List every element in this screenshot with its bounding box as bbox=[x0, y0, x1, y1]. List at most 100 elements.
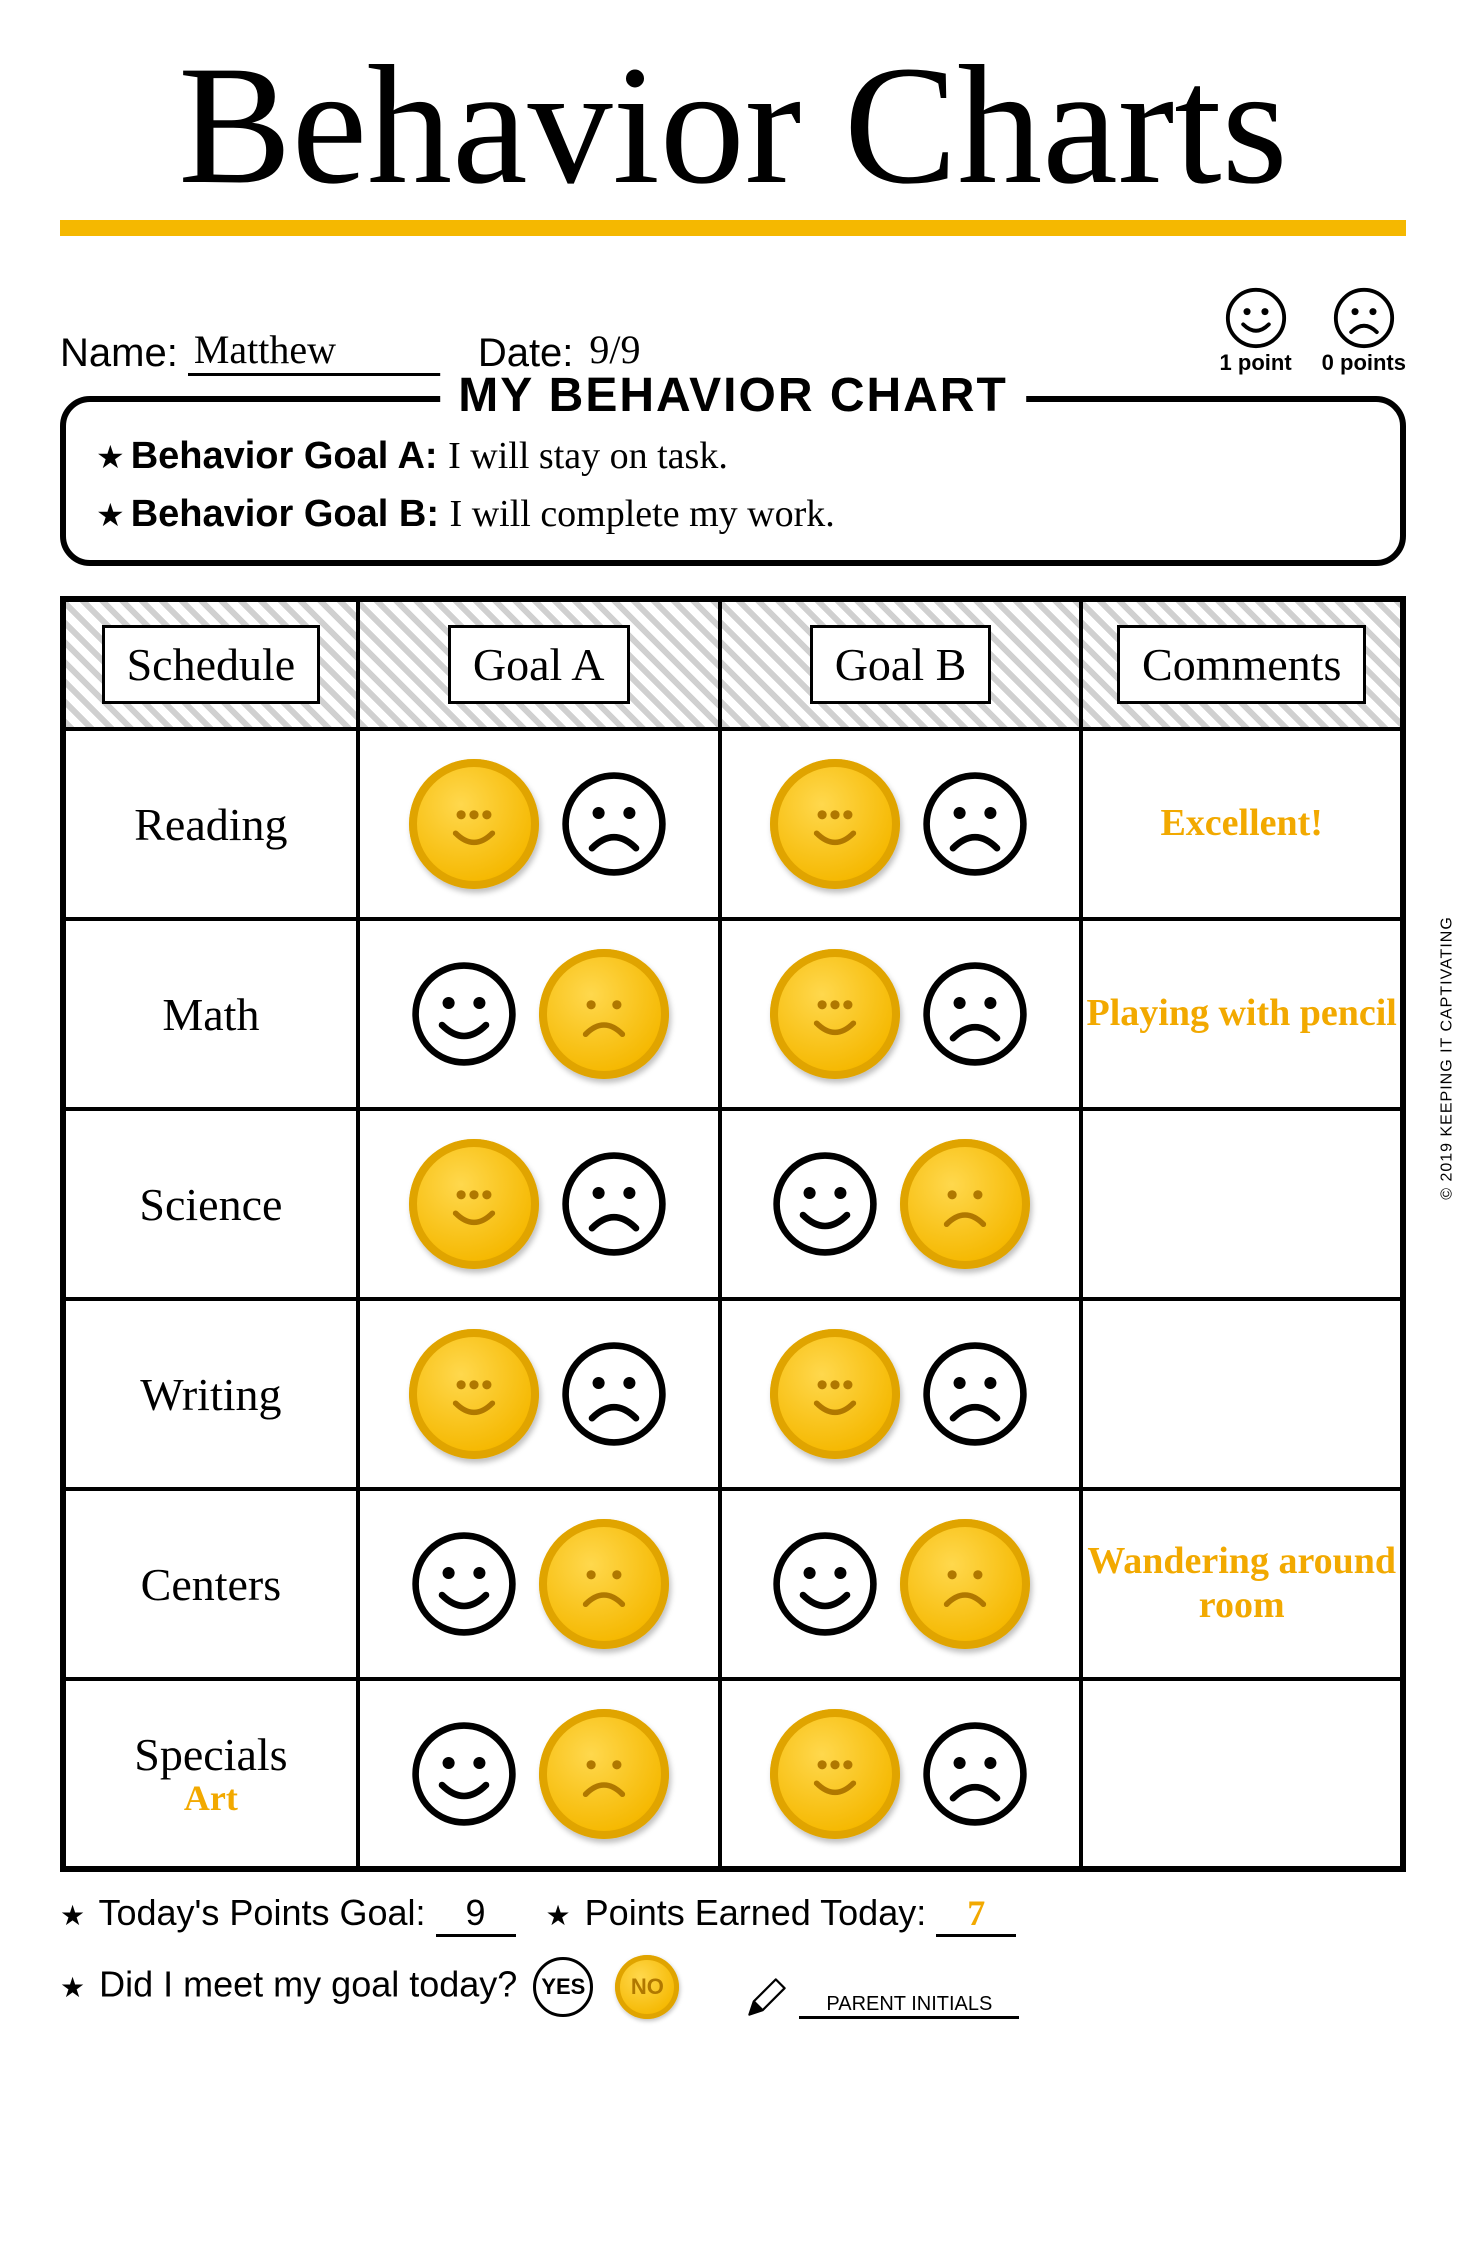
name-field: Name: Matthew bbox=[60, 326, 448, 376]
sad-face-icon[interactable] bbox=[920, 1719, 1030, 1829]
goal-a-label: Behavior Goal A: bbox=[131, 435, 438, 477]
yes-badge[interactable]: YES bbox=[533, 1957, 593, 2017]
sad-face-icon[interactable] bbox=[559, 769, 669, 879]
goal-b-cell bbox=[720, 1679, 1082, 1869]
sad-face-icon[interactable] bbox=[920, 1339, 1030, 1449]
happy-face-coin[interactable] bbox=[409, 1329, 539, 1459]
subject-cell: Writing bbox=[63, 1299, 358, 1489]
happy-face-icon[interactable] bbox=[409, 1529, 519, 1639]
comment-cell: Wandering around room bbox=[1081, 1489, 1403, 1679]
footer: ★ Today's Points Goal: 9 ★ Points Earned… bbox=[60, 1892, 1406, 2019]
comment-cell bbox=[1081, 1679, 1403, 1869]
table-row: Centers Wandering around room bbox=[63, 1489, 1403, 1679]
happy-face-coin[interactable] bbox=[770, 1329, 900, 1459]
happy-face-coin[interactable] bbox=[409, 1139, 539, 1269]
sad-face-icon[interactable] bbox=[559, 1339, 669, 1449]
subject-cell: Science bbox=[63, 1109, 358, 1299]
title-underline bbox=[60, 220, 1406, 236]
star-icon: ★ bbox=[96, 439, 125, 475]
sad-face-coin[interactable] bbox=[539, 949, 669, 1079]
name-label: Name: bbox=[60, 331, 178, 376]
subject-note: Art bbox=[66, 1777, 356, 1819]
table-row: Reading Excellent! bbox=[63, 729, 1403, 919]
legend-sad: 0 points bbox=[1322, 286, 1406, 376]
legend: 1 point 0 points bbox=[1220, 286, 1406, 376]
col-schedule: Schedule bbox=[63, 599, 358, 729]
happy-face-icon bbox=[1224, 286, 1288, 350]
points-goal-label: Today's Points Goal: bbox=[98, 1892, 425, 1933]
happy-face-icon[interactable] bbox=[770, 1149, 880, 1259]
comment-cell bbox=[1081, 1109, 1403, 1299]
goal-a-cell bbox=[358, 1489, 720, 1679]
goals-box: MY BEHAVIOR CHART ★Behavior Goal A: I wi… bbox=[60, 396, 1406, 566]
col-comments: Comments bbox=[1081, 599, 1403, 729]
happy-face-coin[interactable] bbox=[770, 759, 900, 889]
parent-initials-label[interactable]: PARENT INITIALS bbox=[799, 1965, 1019, 2019]
happy-face-icon[interactable] bbox=[409, 959, 519, 1069]
sad-face-icon[interactable] bbox=[559, 1149, 669, 1259]
subject-cell: Centers bbox=[63, 1489, 358, 1679]
goal-b-text: I will complete my work. bbox=[450, 493, 835, 535]
sad-face-icon[interactable] bbox=[920, 769, 1030, 879]
page-title: Behavior Charts bbox=[60, 40, 1406, 210]
goal-a-cell bbox=[358, 729, 720, 919]
comment-cell: Playing with pencil bbox=[1081, 919, 1403, 1109]
goal-b-cell bbox=[720, 1299, 1082, 1489]
subject-cell: Reading bbox=[63, 729, 358, 919]
col-comments-label: Comments bbox=[1117, 625, 1366, 704]
star-icon: ★ bbox=[60, 1900, 85, 1931]
goal-a-cell bbox=[358, 1109, 720, 1299]
happy-face-coin[interactable] bbox=[770, 1709, 900, 1839]
col-goal-a-label: Goal A bbox=[448, 625, 630, 704]
comment-cell: Excellent! bbox=[1081, 729, 1403, 919]
no-label: NO bbox=[631, 1974, 664, 2000]
star-icon: ★ bbox=[96, 497, 125, 533]
legend-happy-label: 1 point bbox=[1220, 350, 1292, 376]
subject-cell: Math bbox=[63, 919, 358, 1109]
goal-b-line: ★Behavior Goal B: I will complete my wor… bbox=[96, 492, 1370, 536]
sad-face-icon[interactable] bbox=[920, 959, 1030, 1069]
sad-face-coin[interactable] bbox=[900, 1519, 1030, 1649]
goal-b-label: Behavior Goal B: bbox=[131, 493, 439, 535]
goal-a-cell bbox=[358, 919, 720, 1109]
table-row: SpecialsArt bbox=[63, 1679, 1403, 1869]
page: Behavior Charts Name: Matthew Date: 9/9 … bbox=[0, 0, 1466, 2097]
subject-cell: SpecialsArt bbox=[63, 1679, 358, 1869]
meet-goal-label: Did I meet my goal today? bbox=[99, 1964, 517, 2005]
goal-a-cell bbox=[358, 1299, 720, 1489]
col-goal-a: Goal A bbox=[358, 599, 720, 729]
happy-face-coin[interactable] bbox=[770, 949, 900, 1079]
goal-b-cell bbox=[720, 729, 1082, 919]
goal-a-text: I will stay on task. bbox=[448, 435, 728, 477]
table-row: Science bbox=[63, 1109, 1403, 1299]
legend-sad-label: 0 points bbox=[1322, 350, 1406, 376]
sad-face-coin[interactable] bbox=[900, 1139, 1030, 1269]
table-header-row: Schedule Goal A Goal B Comments bbox=[63, 599, 1403, 729]
points-earned-field: ★ Points Earned Today: 7 bbox=[546, 1892, 1017, 1937]
legend-happy: 1 point bbox=[1220, 286, 1292, 376]
table-row: Writing bbox=[63, 1299, 1403, 1489]
happy-face-coin[interactable] bbox=[409, 759, 539, 889]
behavior-table: Schedule Goal A Goal B Comments Reading … bbox=[60, 596, 1406, 1872]
col-schedule-label: Schedule bbox=[102, 625, 321, 704]
copyright: © 2019 KEEPING IT CAPTIVATING bbox=[1439, 916, 1457, 1200]
points-earned-value[interactable]: 7 bbox=[936, 1892, 1016, 1937]
no-badge[interactable]: NO bbox=[615, 1955, 679, 2019]
points-goal-field: ★ Today's Points Goal: 9 bbox=[60, 1892, 516, 1937]
sad-face-icon bbox=[1332, 286, 1396, 350]
pencil-icon bbox=[745, 1975, 789, 2019]
points-goal-value[interactable]: 9 bbox=[436, 1892, 516, 1937]
goal-b-cell bbox=[720, 1109, 1082, 1299]
meet-goal-field: ★ Did I meet my goal today? YES NO bbox=[60, 1955, 685, 2019]
star-icon: ★ bbox=[546, 1900, 571, 1931]
happy-face-icon[interactable] bbox=[409, 1719, 519, 1829]
goal-a-line: ★Behavior Goal A: I will stay on task. bbox=[96, 434, 1370, 478]
happy-face-icon[interactable] bbox=[770, 1529, 880, 1639]
name-value[interactable]: Matthew bbox=[188, 326, 448, 376]
parent-initials-field: PARENT INITIALS bbox=[745, 1965, 1019, 2019]
points-earned-label: Points Earned Today: bbox=[585, 1892, 927, 1933]
sad-face-coin[interactable] bbox=[539, 1519, 669, 1649]
goal-a-cell bbox=[358, 1679, 720, 1869]
sad-face-coin[interactable] bbox=[539, 1709, 669, 1839]
comment-cell bbox=[1081, 1299, 1403, 1489]
